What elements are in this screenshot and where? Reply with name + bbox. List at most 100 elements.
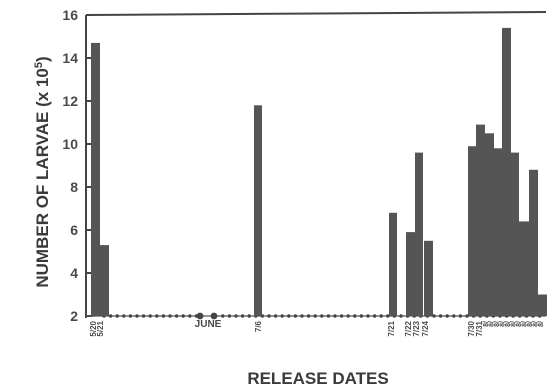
- date-marker-dot: [181, 314, 185, 318]
- date-marker-dot: [399, 314, 403, 318]
- x-tick-label-dense: 8/: [483, 321, 490, 327]
- x-axis-tick-labels: 5/205/21 7/6 7/21 7/22 7/23 7/24 7/30 7/31 8/8/8…: [89, 320, 545, 336]
- date-marker-dot: [346, 314, 350, 318]
- x-tick-label: 7/23: [412, 320, 421, 336]
- date-marker-dot: [438, 314, 443, 318]
- bar: [538, 294, 547, 316]
- date-marker-dot: [359, 314, 364, 318]
- date-marker-dot: [306, 314, 311, 318]
- bar: [519, 221, 529, 316]
- x-tick-label: 5/21: [96, 320, 105, 336]
- date-marker-dot: [293, 314, 298, 318]
- chart-axes: [85, 11, 547, 318]
- top-border-line: [85, 11, 547, 16]
- bar: [254, 105, 262, 316]
- x-tick-label-dense: 8/: [538, 321, 545, 327]
- y-axis-title-exponent: 5: [33, 62, 45, 68]
- x-tick-label: 7/24: [421, 320, 430, 336]
- date-marker-dot: [108, 314, 113, 318]
- date-marker-dot: [267, 314, 271, 318]
- date-marker-dot: [240, 314, 245, 318]
- y-tick-label: 4: [70, 265, 78, 281]
- date-marker-dot: [174, 314, 179, 318]
- date-marker-dot: [300, 314, 304, 318]
- bar-series: [91, 27, 547, 317]
- date-marker-dot: [122, 314, 126, 318]
- gap-marker-dot: [210, 312, 218, 320]
- x-month-label-june: JUNE: [195, 319, 222, 330]
- date-marker-dot: [366, 314, 370, 318]
- bar: [484, 133, 494, 316]
- bar: [502, 27, 511, 317]
- bar: [415, 152, 423, 316]
- bar: [424, 240, 433, 317]
- date-marker-dot: [458, 314, 463, 318]
- x-tick-label-dense: 8/: [516, 321, 523, 327]
- bar: [493, 148, 503, 316]
- x-tick-label-dense: 8/: [505, 321, 512, 327]
- x-tick-label-dense: 8/: [489, 321, 496, 327]
- date-marker-dot: [287, 314, 291, 318]
- x-tick-label-dense: 8/: [500, 321, 507, 327]
- y-axis-title: NUMBER OF LARVAE (x 10: [33, 68, 52, 287]
- svg-text:NUMBER OF LARVAE (x 105): NUMBER OF LARVAE (x 105): [33, 56, 52, 287]
- date-marker-dot: [432, 314, 436, 318]
- date-marker-dot: [168, 314, 172, 318]
- x-tick-label-dense: 8/: [522, 321, 529, 327]
- x-tick-label-dense: 8/: [533, 321, 540, 327]
- date-marker-dot: [452, 314, 456, 318]
- date-marker-dot: [247, 314, 251, 318]
- date-marker-dot: [161, 314, 166, 318]
- bar: [529, 169, 538, 316]
- x-tick-label: 7/30: [467, 320, 476, 336]
- date-marker-dot: [326, 314, 331, 318]
- y-tick-label: 8: [70, 179, 78, 195]
- bar: [91, 42, 100, 317]
- date-marker-dot: [386, 314, 390, 318]
- y-tick-label: 16: [62, 7, 78, 23]
- date-marker-dot: [313, 314, 317, 318]
- y-tick-label: 6: [70, 222, 78, 238]
- date-marker-dot: [280, 314, 284, 318]
- date-marker-dot: [445, 314, 449, 318]
- date-marker-dot: [221, 314, 225, 318]
- x-axis-title: RELEASE DATES: [247, 369, 388, 388]
- date-marker-dot: [227, 314, 232, 318]
- bar: [510, 152, 519, 316]
- x-tick-label-dense: 8/: [527, 321, 534, 327]
- x-tick-label: 7/21: [387, 320, 396, 336]
- y-tick-label: 12: [62, 93, 78, 109]
- date-marker-dot: [339, 314, 344, 318]
- bar: [476, 124, 485, 316]
- bar: [468, 146, 477, 316]
- date-marker-dot: [465, 314, 469, 318]
- gap-marker-dot: [196, 312, 204, 320]
- date-marker-dot: [273, 314, 278, 318]
- y-tick-label: 10: [62, 136, 78, 152]
- bar: [406, 232, 415, 316]
- date-marker-dot: [135, 314, 139, 318]
- y-axis-title-group: NUMBER OF LARVAE (x 105): [33, 56, 52, 287]
- y-axis-ticks: 2 4 6 8 10 12 14 16: [62, 7, 93, 324]
- y-tick-label: 2: [70, 308, 78, 324]
- x-tick-label: 7/31: [475, 320, 484, 336]
- date-marker-dot: [188, 314, 192, 318]
- y-axis-title-close: ): [33, 56, 52, 62]
- x-tick-label-dense: 8/: [494, 321, 501, 327]
- y-tick-label: 14: [62, 50, 78, 66]
- date-marker-dot: [320, 314, 324, 318]
- date-marker-dot: [141, 314, 146, 318]
- date-marker-dot: [379, 314, 383, 318]
- x-tick-label: 7/22: [404, 320, 413, 336]
- date-marker-dot: [128, 314, 133, 318]
- x-tick-label: 7/6: [254, 320, 263, 332]
- bar: [99, 245, 109, 316]
- date-marker-dot: [353, 314, 357, 318]
- bar: [389, 212, 397, 316]
- date-marker-dot: [372, 314, 377, 318]
- date-marker-dot: [333, 314, 337, 318]
- date-marker-dot: [115, 314, 119, 318]
- date-marker-dot: [234, 314, 238, 318]
- x-tick-label: 5/20: [89, 320, 98, 336]
